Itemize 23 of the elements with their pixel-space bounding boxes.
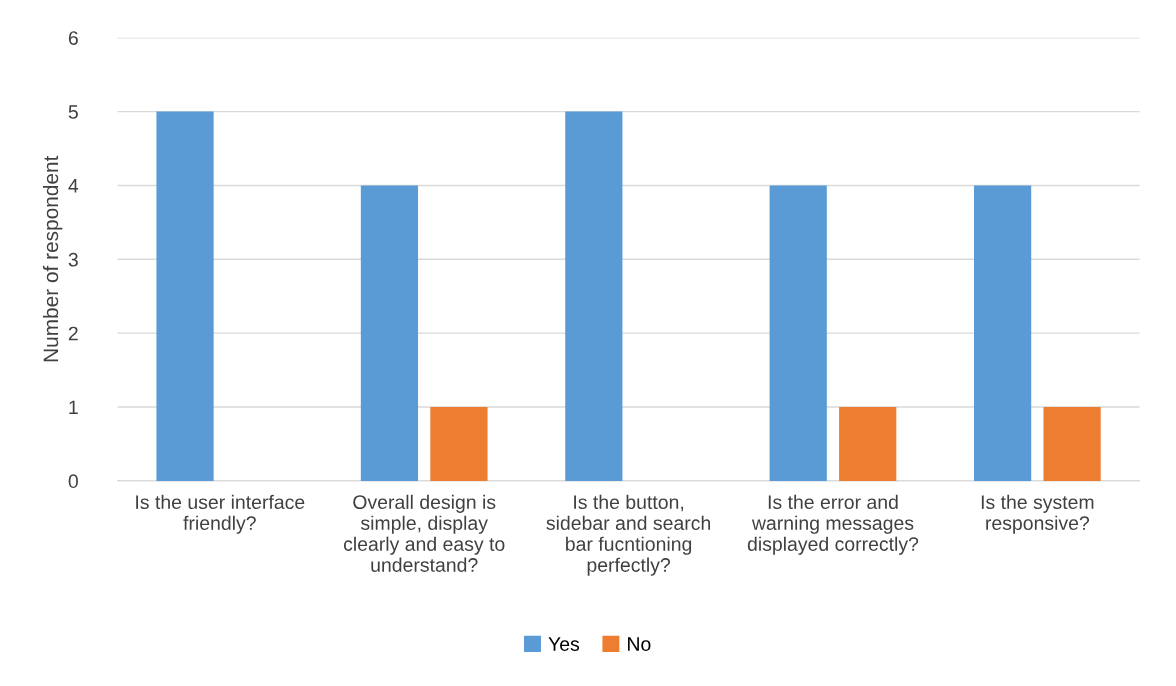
bar (839, 407, 897, 481)
bar (565, 111, 623, 481)
y-tick-label: 0 (68, 474, 78, 489)
y-tick-label: 2 (68, 326, 78, 341)
y-tick-label: 6 (68, 31, 78, 45)
y-tick-label: 1 (69, 400, 78, 415)
bar (156, 111, 214, 481)
x-tick-label: Is the system responsive? (981, 494, 1094, 534)
y-tick-label: 4 (68, 179, 79, 193)
legend-label: Yes (548, 637, 580, 651)
bar (769, 185, 827, 481)
bar (360, 185, 419, 481)
bar (973, 185, 1032, 481)
x-tick-label: Overall design is simple, display clearly and easy to understand? (343, 494, 505, 572)
y-axis-title: Number of respondent (42, 155, 63, 362)
x-tick-label: Is the error and warning messages displayed correctly? (747, 494, 919, 555)
bar (1043, 407, 1101, 481)
x-tick-label: Is the user interface friendly? (136, 494, 305, 534)
y-tick-label: 3 (68, 252, 78, 267)
bar (430, 407, 488, 481)
x-tick-label: Is the button, sidebar and search bar fucntioning perfectly? (546, 494, 711, 576)
y-tick-label: 5 (68, 105, 78, 119)
legend-label: No (628, 637, 651, 651)
